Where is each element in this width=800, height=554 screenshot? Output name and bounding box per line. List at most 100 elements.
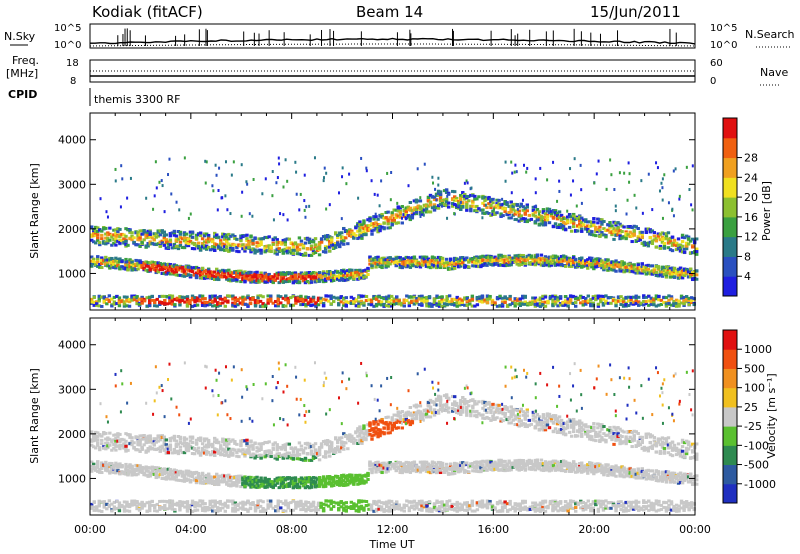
power-cell xyxy=(445,297,449,301)
power-cell xyxy=(460,302,464,306)
power-cell xyxy=(92,230,96,234)
power-cell xyxy=(549,212,554,216)
power-cell xyxy=(499,212,503,216)
power-cell xyxy=(305,280,310,284)
velocity-cell xyxy=(196,476,201,480)
power-cell xyxy=(339,300,343,304)
power-cell xyxy=(394,216,398,220)
power-cell xyxy=(359,294,364,298)
power-cell xyxy=(418,205,423,209)
power-cell xyxy=(178,301,182,305)
power-cell xyxy=(297,236,302,240)
power-cell xyxy=(465,205,469,209)
power-cell xyxy=(450,202,455,206)
power-cell xyxy=(267,235,271,239)
power-cell xyxy=(266,301,270,305)
power-cell xyxy=(493,258,497,262)
power-cell xyxy=(547,256,552,260)
power-cell xyxy=(471,260,475,264)
power-cell xyxy=(356,229,360,233)
power-cell xyxy=(531,205,536,209)
power-cell xyxy=(503,210,507,214)
power-cell xyxy=(580,227,584,231)
power-cell xyxy=(98,228,102,232)
power-cell xyxy=(337,191,340,195)
power-cell xyxy=(394,256,398,260)
power-cell xyxy=(505,263,509,267)
power-cell xyxy=(470,186,473,190)
power-cell xyxy=(410,212,415,216)
power-cell xyxy=(153,194,156,198)
power-cell xyxy=(114,234,118,238)
power-cell xyxy=(571,212,576,216)
power-cell xyxy=(271,194,274,198)
power-cell xyxy=(154,269,158,273)
power-cell xyxy=(674,244,679,248)
power-cell xyxy=(591,296,596,300)
power-cell xyxy=(96,264,100,268)
power-cell xyxy=(258,304,263,308)
power-cell xyxy=(362,227,366,231)
power-cell xyxy=(204,181,207,185)
power-cell xyxy=(301,302,306,306)
power-cell xyxy=(621,300,626,304)
power-cell xyxy=(509,263,513,267)
power-cell xyxy=(358,229,362,233)
power-cell xyxy=(450,204,455,208)
power-cell xyxy=(463,257,467,261)
power-cell xyxy=(574,217,578,221)
power-cell xyxy=(682,271,687,275)
power-cell xyxy=(642,240,646,244)
power-cell xyxy=(514,163,517,167)
velocity-cell xyxy=(120,465,124,469)
power-cell xyxy=(231,297,235,301)
power-cell xyxy=(372,222,376,226)
power-cell xyxy=(112,302,117,306)
power-cell xyxy=(501,214,505,218)
power-cell xyxy=(311,277,316,281)
power-cell xyxy=(277,250,281,254)
power-cell xyxy=(674,272,679,276)
velocity-cell xyxy=(198,480,203,484)
power-cell xyxy=(588,224,592,228)
velocity-cell xyxy=(116,463,120,467)
power-cell xyxy=(392,261,396,265)
velocity-cell xyxy=(196,473,201,477)
power-cell xyxy=(545,207,550,211)
power-cell xyxy=(574,258,578,262)
power-cell xyxy=(130,231,134,235)
velocity-cell xyxy=(168,477,173,481)
power-cell xyxy=(142,232,146,236)
power-cell xyxy=(602,261,606,265)
power-cell xyxy=(158,240,162,244)
power-cell xyxy=(314,301,318,305)
power-cell xyxy=(438,196,443,200)
power-cell xyxy=(569,214,572,218)
power-cell xyxy=(404,255,408,259)
power-cell xyxy=(571,259,576,263)
power-cell xyxy=(315,248,320,252)
power-cell xyxy=(527,218,532,222)
power-cell xyxy=(405,299,409,303)
power-cell xyxy=(608,263,612,267)
power-cell xyxy=(479,261,483,265)
velocity-cell xyxy=(146,466,150,470)
power-cell xyxy=(523,263,527,267)
power-cell xyxy=(505,201,509,205)
power-cell xyxy=(213,245,217,249)
velocity-cell xyxy=(184,470,189,474)
power-cell xyxy=(174,270,179,274)
power-cell xyxy=(422,298,427,302)
power-cell xyxy=(184,232,189,236)
power-cell xyxy=(275,248,279,252)
power-cell xyxy=(237,243,241,247)
power-cell xyxy=(567,225,572,229)
power-cell xyxy=(334,276,338,280)
power-cell xyxy=(176,244,181,248)
power-cell xyxy=(410,295,414,299)
power-cell xyxy=(394,213,398,217)
power-cell xyxy=(395,297,399,301)
power-cell xyxy=(596,304,601,308)
power-cell xyxy=(535,253,540,257)
power-cell xyxy=(130,266,134,270)
